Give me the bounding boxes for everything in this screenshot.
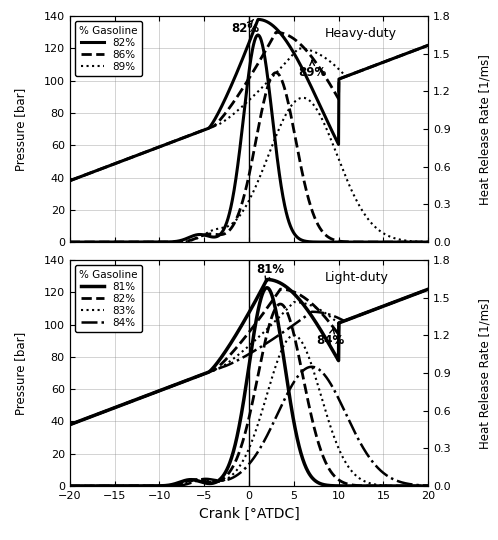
Legend: 81%, 82%, 83%, 84%: 81%, 82%, 83%, 84%: [75, 265, 142, 332]
Text: 81%: 81%: [256, 263, 284, 282]
Y-axis label: Heat Release Rate [1/ms]: Heat Release Rate [1/ms]: [479, 298, 492, 449]
Text: Heavy-duty: Heavy-duty: [324, 28, 396, 40]
Text: 84%: 84%: [316, 328, 345, 347]
Text: 89%: 89%: [298, 60, 327, 79]
Text: 82%: 82%: [231, 19, 259, 35]
Y-axis label: Pressure [bar]: Pressure [bar]: [13, 87, 27, 171]
Legend: 82%, 86%, 89%: 82%, 86%, 89%: [75, 22, 142, 76]
Y-axis label: Heat Release Rate [1/ms]: Heat Release Rate [1/ms]: [479, 53, 492, 205]
X-axis label: Crank [°ATDC]: Crank [°ATDC]: [199, 507, 299, 521]
Y-axis label: Pressure [bar]: Pressure [bar]: [13, 332, 27, 415]
Text: Light-duty: Light-duty: [324, 272, 388, 285]
